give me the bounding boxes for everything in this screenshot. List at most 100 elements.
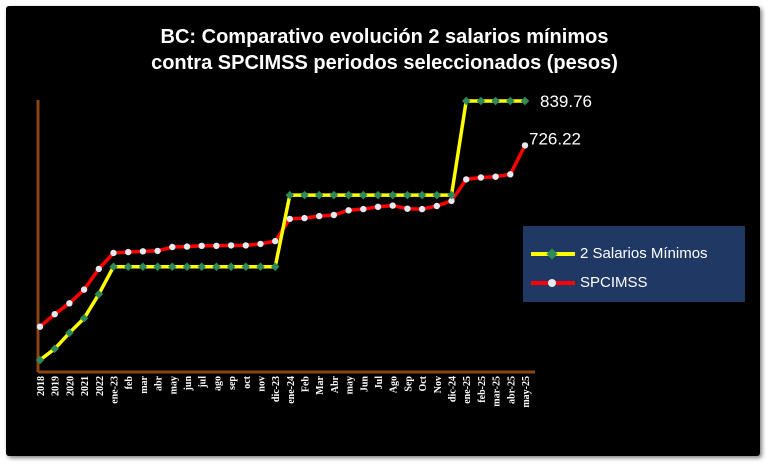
x-tick-label: 2021 bbox=[80, 376, 91, 396]
x-tick-label: Nov bbox=[433, 376, 444, 393]
data-point-salarios bbox=[197, 262, 206, 272]
x-tick-label: oct bbox=[242, 375, 253, 388]
legend-item-salarios: 2 Salarios Mínimos bbox=[523, 243, 745, 263]
series-layer bbox=[35, 96, 530, 365]
data-point-salarios bbox=[314, 190, 324, 200]
data-point-salarios bbox=[168, 262, 177, 272]
data-point-salarios bbox=[300, 190, 309, 200]
end-label-salarios: 839.76 bbox=[540, 92, 592, 111]
x-tick-label: Sep bbox=[403, 376, 414, 392]
legend-marker-spcimss bbox=[548, 279, 556, 287]
data-point-spcimss bbox=[389, 202, 396, 209]
data-point-spcimss bbox=[125, 248, 132, 256]
x-tick-label: may bbox=[168, 376, 179, 394]
x-tick-label: 2019 bbox=[51, 376, 62, 396]
data-point-salarios bbox=[417, 190, 427, 200]
data-point-salarios bbox=[65, 328, 74, 338]
data-point-salarios bbox=[344, 190, 353, 200]
data-point-spcimss bbox=[95, 265, 103, 273]
data-point-salarios bbox=[329, 190, 339, 200]
data-point-salarios bbox=[403, 190, 412, 200]
legend: 2 Salarios Mínimos SPCIMSS bbox=[523, 226, 745, 302]
data-point-spcimss bbox=[213, 242, 220, 249]
x-tick-label: ene-23 bbox=[110, 376, 121, 404]
legend-label-salarios: 2 Salarios Mínimos bbox=[580, 245, 708, 262]
x-tick-label: Mar bbox=[315, 375, 326, 394]
x-tick-label: Abr bbox=[330, 375, 341, 393]
legend-marker-salarios bbox=[546, 248, 558, 260]
data-point-spcimss bbox=[154, 247, 161, 255]
data-point-salarios bbox=[388, 190, 397, 200]
data-point-salarios bbox=[491, 96, 500, 106]
data-point-salarios bbox=[256, 262, 265, 272]
data-point-spcimss bbox=[66, 300, 73, 307]
data-point-spcimss bbox=[183, 243, 191, 250]
data-point-salarios bbox=[123, 262, 133, 272]
data-point-spcimss bbox=[374, 203, 382, 210]
data-point-spcimss bbox=[521, 142, 529, 149]
data-point-spcimss bbox=[169, 243, 176, 251]
data-point-spcimss bbox=[316, 212, 323, 220]
data-point-salarios bbox=[241, 262, 251, 272]
x-tick-label: jun bbox=[183, 376, 194, 392]
series-line-salarios bbox=[38, 99, 525, 362]
data-point-salarios bbox=[476, 96, 486, 106]
x-tick-label: dic-24 bbox=[448, 376, 459, 402]
data-point-salarios bbox=[506, 96, 515, 106]
data-point-salarios bbox=[212, 262, 221, 272]
data-point-salarios bbox=[285, 190, 295, 200]
x-tick-label: feb bbox=[124, 376, 135, 390]
data-point-salarios bbox=[432, 190, 442, 200]
data-point-spcimss bbox=[360, 205, 367, 213]
x-tick-label: mar-25 bbox=[492, 376, 503, 407]
data-point-spcimss bbox=[286, 215, 293, 223]
data-point-salarios bbox=[520, 96, 530, 106]
data-point-salarios bbox=[94, 289, 104, 299]
data-point-spcimss bbox=[301, 214, 308, 222]
legend-label-spcimss: SPCIMSS bbox=[580, 274, 648, 291]
data-point-salarios bbox=[153, 262, 162, 272]
x-tick-label: sep bbox=[227, 376, 238, 390]
data-point-salarios bbox=[182, 262, 192, 272]
data-point-spcimss bbox=[345, 207, 352, 214]
x-tick-label: may-25 bbox=[521, 376, 532, 408]
data-point-spcimss bbox=[139, 248, 147, 255]
end-label-spcimss: 726.22 bbox=[529, 129, 581, 148]
data-point-spcimss bbox=[418, 205, 426, 213]
x-tick-label: mar bbox=[139, 375, 150, 393]
x-tick-label: 2022 bbox=[95, 376, 106, 396]
data-point-spcimss bbox=[477, 174, 485, 181]
data-point-spcimss bbox=[272, 237, 279, 245]
x-tick-label: nov bbox=[257, 376, 268, 392]
data-point-spcimss bbox=[227, 242, 235, 249]
data-point-salarios bbox=[50, 344, 59, 354]
x-tick-label: Jul bbox=[374, 376, 385, 390]
x-tick-label: Ago bbox=[389, 376, 400, 393]
x-tick-label: Oct bbox=[418, 375, 429, 391]
data-point-spcimss bbox=[198, 242, 205, 249]
x-tick-label: may bbox=[345, 376, 356, 394]
x-tick-label: feb-25 bbox=[477, 376, 488, 403]
x-tick-label: 2020 bbox=[65, 376, 76, 396]
x-tick-label: dic-23 bbox=[271, 376, 282, 402]
data-point-salarios bbox=[373, 190, 383, 200]
data-point-spcimss bbox=[507, 171, 514, 178]
data-point-spcimss bbox=[492, 173, 499, 180]
chart-title: BC: Comparativo evolución 2 salarios mín… bbox=[160, 26, 609, 48]
x-tick-label: Jun bbox=[359, 376, 370, 393]
data-point-spcimss bbox=[80, 286, 88, 293]
x-tick-label: 2018 bbox=[36, 376, 47, 396]
data-point-spcimss bbox=[242, 242, 249, 249]
data-point-salarios bbox=[138, 262, 148, 272]
data-point-spcimss bbox=[51, 311, 58, 318]
data-point-salarios bbox=[359, 190, 368, 200]
x-tick-labels: 2018 2019 2020 2021 2022 ene-23 feb mar abr may ju… bbox=[36, 375, 532, 407]
x-tick-label: abr-25 bbox=[506, 376, 517, 404]
data-point-spcimss bbox=[110, 249, 117, 257]
x-tick-label: abr bbox=[154, 375, 165, 391]
data-point-salarios bbox=[109, 262, 118, 272]
data-point-salarios bbox=[461, 96, 471, 106]
x-tick-label: jul bbox=[198, 376, 209, 389]
data-point-spcimss bbox=[433, 202, 440, 210]
x-tick-label: ene-24 bbox=[286, 376, 297, 404]
